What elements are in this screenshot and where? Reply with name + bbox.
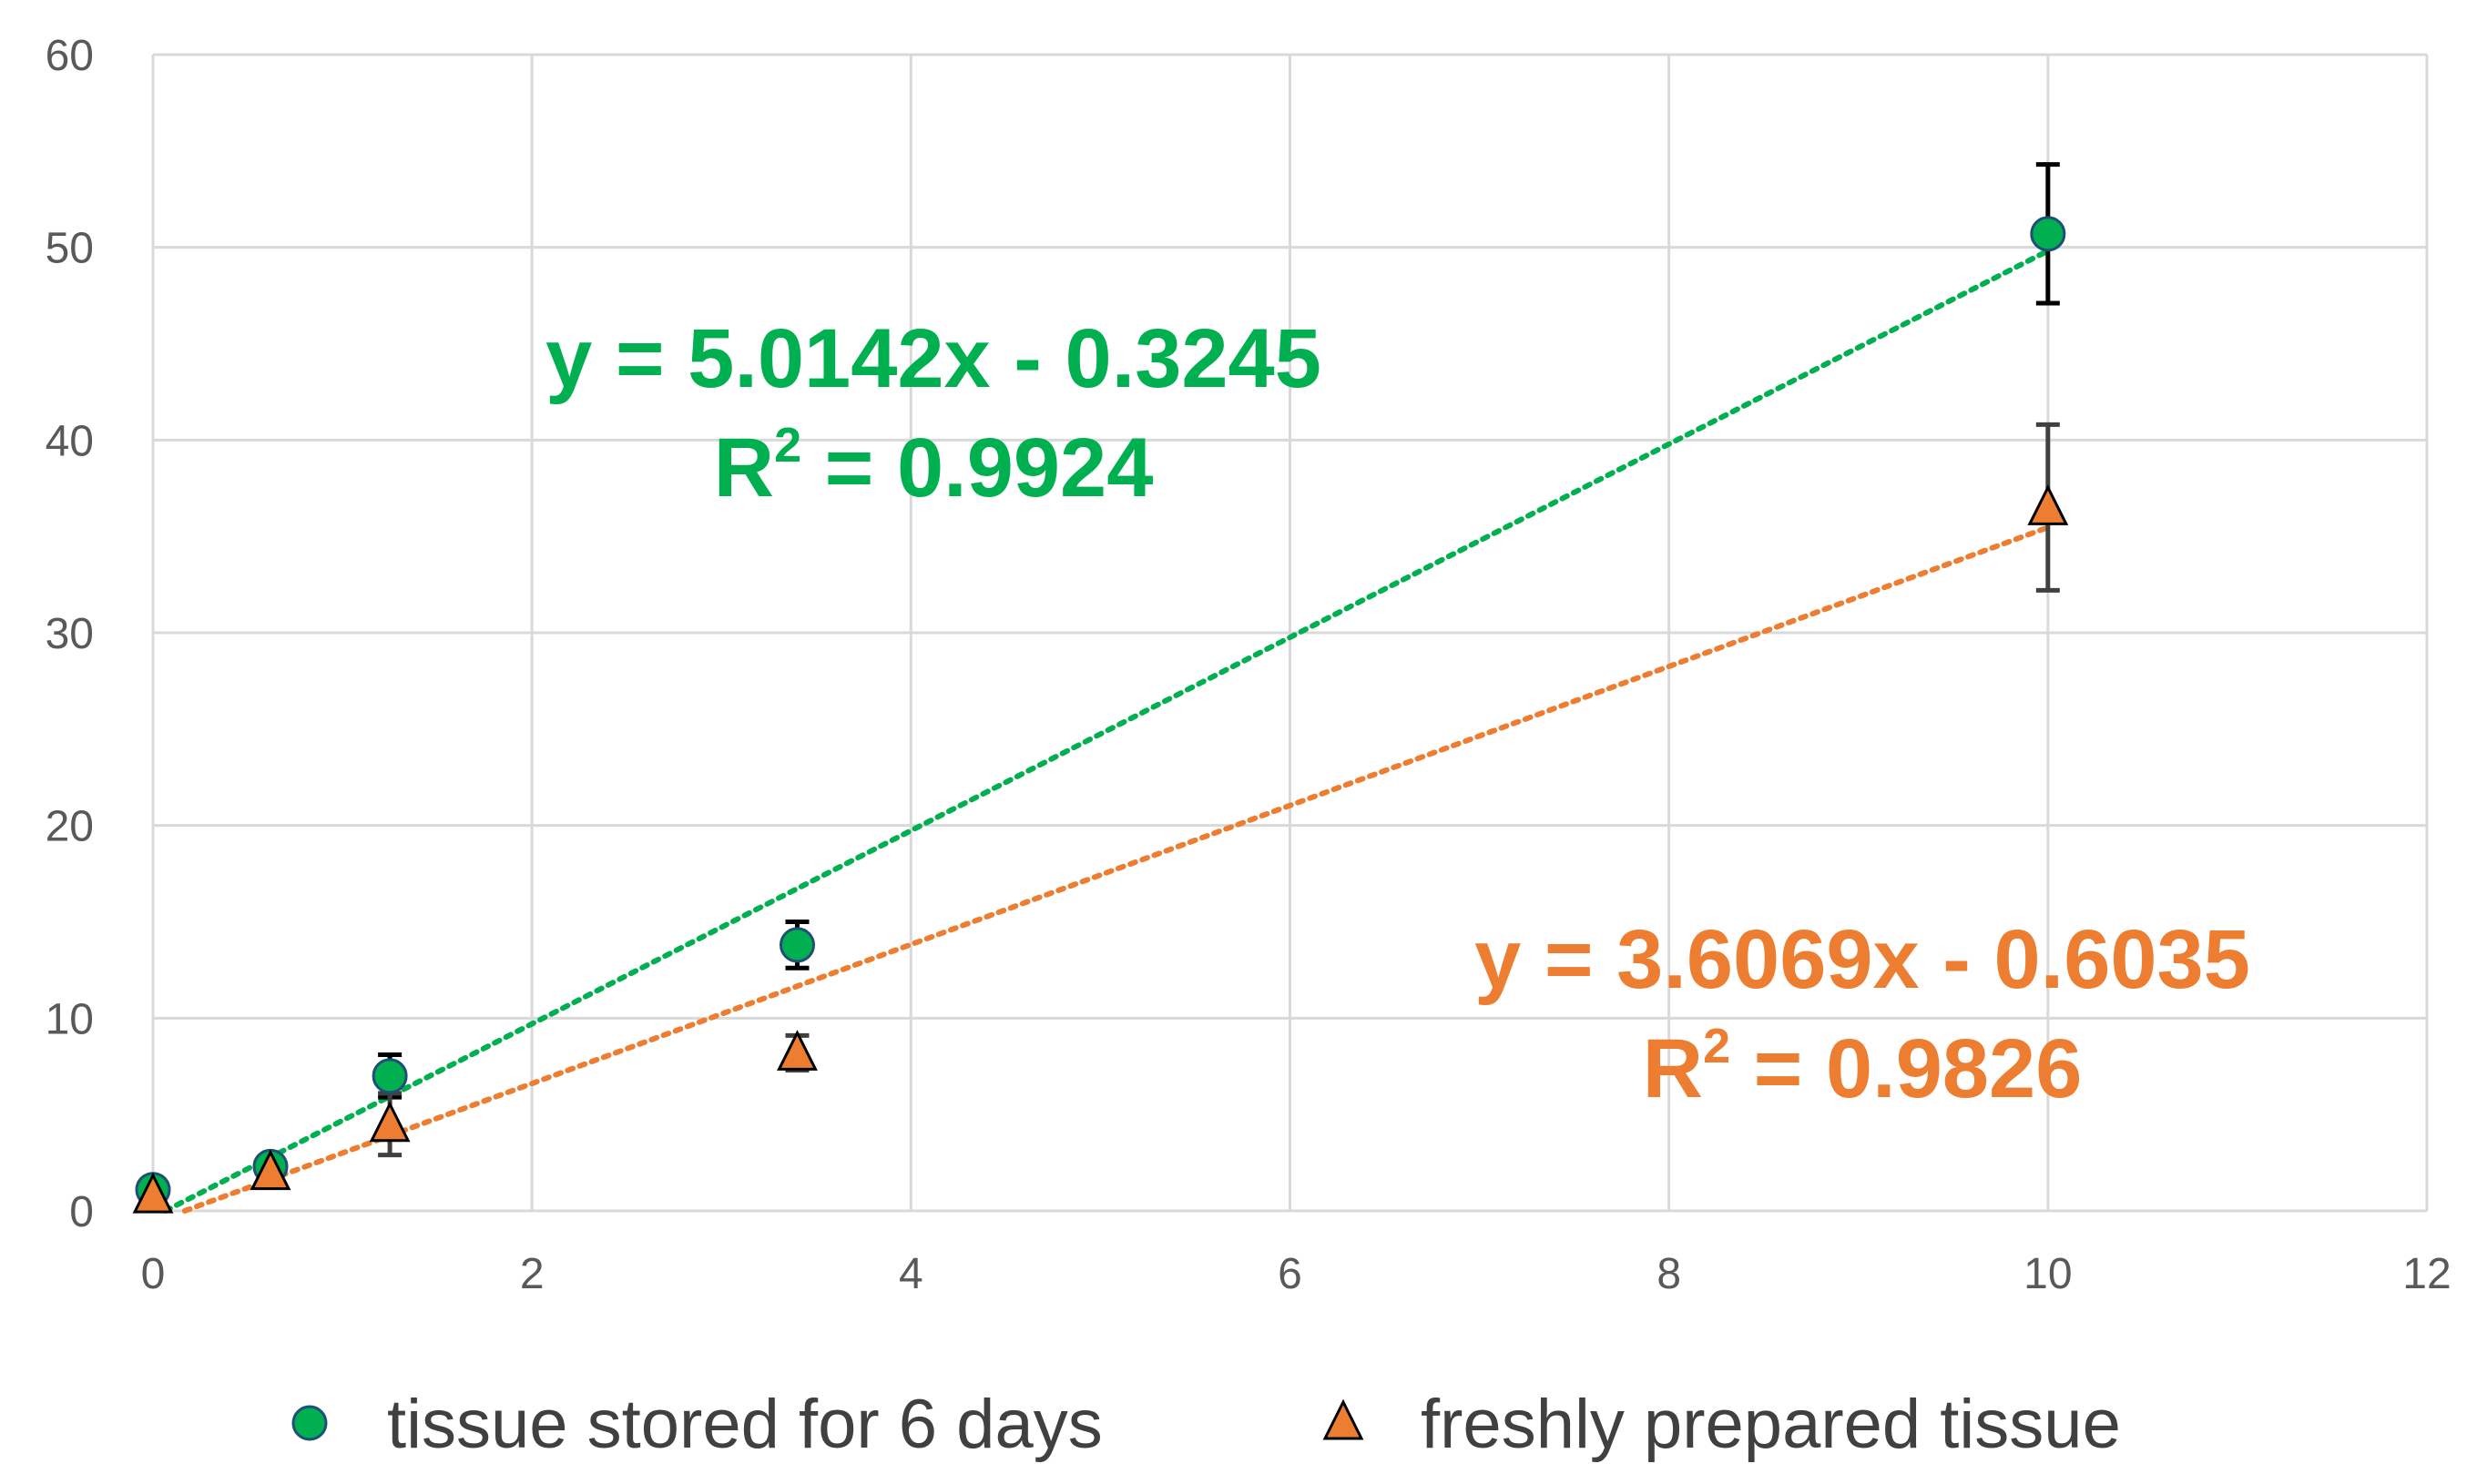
x-tick-label: 0 xyxy=(141,1250,166,1298)
y-tick-label: 10 xyxy=(46,995,94,1043)
legend: tissue stored for 6 days freshly prepare… xyxy=(291,1386,2121,1463)
y-tick-label: 60 xyxy=(46,32,94,80)
stored-trend-equation: y = 5.0142x - 0.3245 xyxy=(545,312,1321,405)
stored-equation-annotation: y = 5.0142x - 0.3245 R2 = 0.9924 xyxy=(545,312,1321,514)
grid xyxy=(153,53,2429,1211)
y-tick-label: 50 xyxy=(46,225,94,273)
x-tick-label: 4 xyxy=(899,1250,923,1298)
data-points xyxy=(132,216,2069,1214)
x-tick-label: 6 xyxy=(1278,1250,1302,1298)
stored-trendline xyxy=(162,248,2051,1214)
stored-r2-prefix: R xyxy=(714,422,774,514)
fresh-data-point xyxy=(777,1030,818,1071)
fresh-r2-value: = 0.9826 xyxy=(1730,1022,2082,1115)
legend-marker-fresh xyxy=(1322,1398,1364,1440)
y-tick-label: 0 xyxy=(69,1188,94,1236)
fresh-r2-prefix: R xyxy=(1643,1022,1703,1115)
x-tick-label: 10 xyxy=(2023,1250,2072,1298)
legend-marker-stored xyxy=(291,1405,328,1441)
stored-data-point xyxy=(779,927,815,963)
fresh-r2-label: R2 = 0.9826 xyxy=(1643,1019,2083,1115)
fresh-trend-equation: y = 3.6069x - 0.6035 xyxy=(1474,913,2250,1006)
x-tick-label: 2 xyxy=(520,1250,545,1298)
x-tick-label: 12 xyxy=(2402,1250,2451,1298)
y-tick-label: 40 xyxy=(46,417,94,465)
y-tick-label: 20 xyxy=(46,803,94,851)
axes: 0 2 4 6 8 10 12 0 10 20 30 40 50 60 xyxy=(46,32,2452,1298)
fresh-data-point xyxy=(132,1172,174,1214)
trendlines xyxy=(162,248,2051,1214)
x-tick-label: 8 xyxy=(1656,1250,1681,1298)
stored-r2-value: = 0.9924 xyxy=(801,422,1153,514)
fresh-equation-annotation: y = 3.6069x - 0.6035 R2 = 0.9826 xyxy=(1474,913,2250,1115)
fresh-trendline xyxy=(181,524,2051,1214)
stored-r2-exponent: 2 xyxy=(774,418,801,473)
fresh-data-point xyxy=(369,1101,411,1143)
stored-data-point xyxy=(2030,216,2066,252)
legend-label-fresh: freshly prepared tissue xyxy=(1421,1386,2121,1463)
stored-r2-label: R2 = 0.9924 xyxy=(714,418,1154,514)
y-tick-label: 30 xyxy=(46,610,94,658)
stored-data-point xyxy=(372,1058,408,1094)
fresh-data-point xyxy=(2027,484,2069,525)
legend-label-stored: tissue stored for 6 days xyxy=(387,1386,1103,1463)
fresh-data-point xyxy=(250,1149,291,1191)
fresh-r2-exponent: 2 xyxy=(1703,1019,1730,1073)
